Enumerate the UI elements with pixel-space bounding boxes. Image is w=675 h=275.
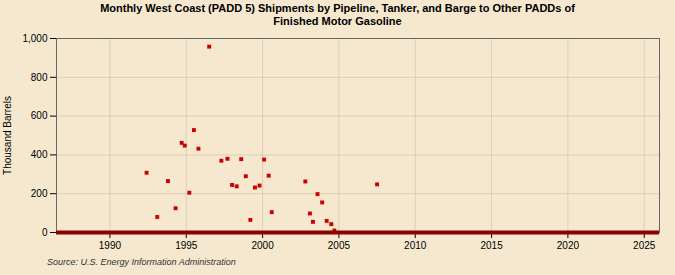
svg-text:1990: 1990	[99, 240, 122, 251]
svg-text:2025: 2025	[633, 240, 656, 251]
html-text:Monthly West Coast (PADD 5) Sh: Monthly West Coast (PADD 5) Shipments by…	[100, 2, 575, 27]
svg-text:400: 400	[31, 149, 48, 160]
svg-text:Thousand Barrels: Thousand Barrels	[2, 96, 13, 175]
svg-text:800: 800	[31, 72, 48, 83]
svg-text:600: 600	[31, 110, 48, 121]
svg-text:200: 200	[31, 188, 48, 199]
svg-text:1995: 1995	[175, 240, 198, 251]
html-text:Source: U.S. Energy Informatio: Source: U.S. Energy Information Administ…	[47, 257, 236, 267]
svg-text:2020: 2020	[557, 240, 580, 251]
svg-text:2015: 2015	[480, 240, 503, 251]
svg-text:2000: 2000	[251, 240, 274, 251]
svg-text:1,000: 1,000	[22, 33, 47, 44]
svg-text:0: 0	[42, 227, 48, 238]
svg-text:2005: 2005	[328, 240, 351, 251]
svg-text:2010: 2010	[404, 240, 427, 251]
